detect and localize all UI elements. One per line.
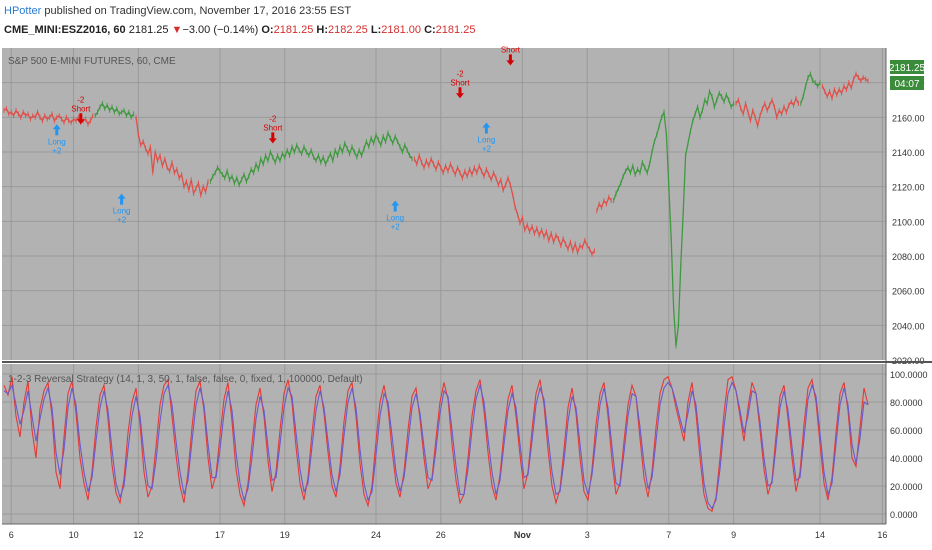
short-signal-qty: -2 [77, 95, 85, 104]
open-label: O: [261, 24, 274, 36]
x-tick-label: 14 [815, 530, 825, 540]
ind-y-tick-label: 20.0000 [890, 482, 923, 492]
low-label: L: [370, 24, 382, 36]
indicator-pane[interactable] [2, 364, 886, 524]
main-pane[interactable] [2, 48, 886, 360]
x-tick-label: 17 [215, 530, 225, 540]
long-signal-qty: +2 [52, 146, 62, 155]
long-arrow-icon [52, 124, 61, 136]
publish-line: HPotter published on TradingView.com, No… [4, 5, 351, 17]
y-tick-label: 2120.00 [892, 183, 925, 193]
change-value: −3.00 (−0.14%) [182, 24, 259, 36]
short-arrow-icon [456, 87, 464, 99]
y-tick-label: 2100.00 [892, 217, 925, 227]
x-tick-label: 26 [436, 530, 446, 540]
ind-y-tick-label: 80.0000 [890, 398, 923, 408]
long-signal-label: Long [386, 214, 404, 223]
y-tick-label: 2140.00 [892, 148, 925, 158]
long-signal-label: Long [478, 136, 496, 145]
long-signal-label: Long [48, 137, 66, 146]
author-link[interactable]: HPotter [4, 5, 42, 17]
short-signal-qty: -2 [269, 114, 277, 123]
open-value: 2181.25 [273, 24, 314, 36]
low-value: 2181.00 [381, 24, 421, 36]
long-arrow-icon [117, 193, 126, 205]
symbol-line: CME_MINI:ESZ2016, 60 2181.25 ▼−3.00 (−0.… [4, 24, 475, 36]
short-signal-label: Short [501, 46, 521, 54]
high-value: 2182.25 [328, 24, 368, 36]
ind-y-tick-label: 0.0000 [890, 510, 918, 520]
x-tick-label: 7 [666, 530, 671, 540]
x-tick-label: 19 [280, 530, 290, 540]
countdown-tag-label: 04:07 [894, 79, 919, 90]
long-signal-qty: +2 [117, 216, 127, 225]
x-tick-label: Nov [514, 530, 531, 540]
short-signal-qty: -2 [456, 69, 464, 78]
chart-header: HPotter published on TradingView.com, No… [0, 0, 932, 46]
ind-y-tick-label: 100.0000 [890, 370, 928, 380]
long-arrow-icon [482, 122, 491, 134]
x-tick-label: 3 [585, 530, 590, 540]
high-label: H: [316, 24, 329, 36]
short-signal-label: Short [263, 123, 283, 132]
x-tick-label: 9 [731, 530, 736, 540]
strategy-signals: Long+2-2ShortLong+2-2ShortLong+2-2ShortL… [48, 46, 521, 232]
fast-oscillator-line [3, 375, 869, 513]
countdown-tag [890, 76, 924, 90]
grid-lines [2, 48, 886, 524]
short-arrow-icon [506, 54, 515, 66]
last-price: 2181.25 [128, 24, 169, 36]
symbol-name[interactable]: CME_MINI:ESZ2016, 60 [4, 24, 126, 36]
short-arrow-icon [268, 132, 277, 144]
x-tick-label: 24 [371, 530, 381, 540]
change-down-icon: ▼ [171, 24, 183, 36]
ind-y-tick-label: 60.0000 [890, 426, 923, 436]
long-signal-label: Long [113, 207, 131, 216]
x-tick-label: 12 [133, 530, 143, 540]
short-arrow-icon [76, 113, 85, 125]
price-series [3, 71, 869, 349]
x-tick-label: 6 [9, 530, 14, 540]
slow-oscillator-line [3, 380, 869, 510]
x-tick-label: 10 [69, 530, 79, 540]
price-chart[interactable]: Long+2-2ShortLong+2-2ShortLong+2-2ShortL… [0, 46, 932, 550]
long-arrow-icon [391, 200, 400, 212]
downtrend-price-line [413, 153, 595, 256]
short-signal-label: Short [450, 78, 470, 87]
short-signal-label: Short [71, 104, 91, 113]
y-tick-label: 2160.00 [892, 113, 925, 123]
y-tick-label: 2060.00 [892, 287, 925, 297]
x-tick-label: 16 [877, 530, 887, 540]
last-price-tag [890, 60, 924, 74]
long-signal-qty: +2 [482, 145, 492, 154]
oscillator-series [3, 375, 869, 513]
close-label: C: [424, 24, 436, 36]
y-tick-label: 2080.00 [892, 252, 925, 262]
close-value: 2181.25 [435, 24, 476, 36]
y-tick-label: 2040.00 [892, 321, 925, 331]
main-pane-title: S&P 500 E-MINI FUTURES, 60, CME [8, 56, 176, 67]
publish-info: published on TradingView.com, November 1… [41, 5, 352, 17]
ind-y-tick-label: 40.0000 [890, 454, 923, 464]
indicator-pane-title: 1-2-3 Reversal Strategy (14, 1, 3, 50, 1… [8, 374, 363, 385]
long-signal-qty: +2 [391, 223, 401, 232]
last-price-tag-label: 2181.25 [889, 63, 926, 74]
